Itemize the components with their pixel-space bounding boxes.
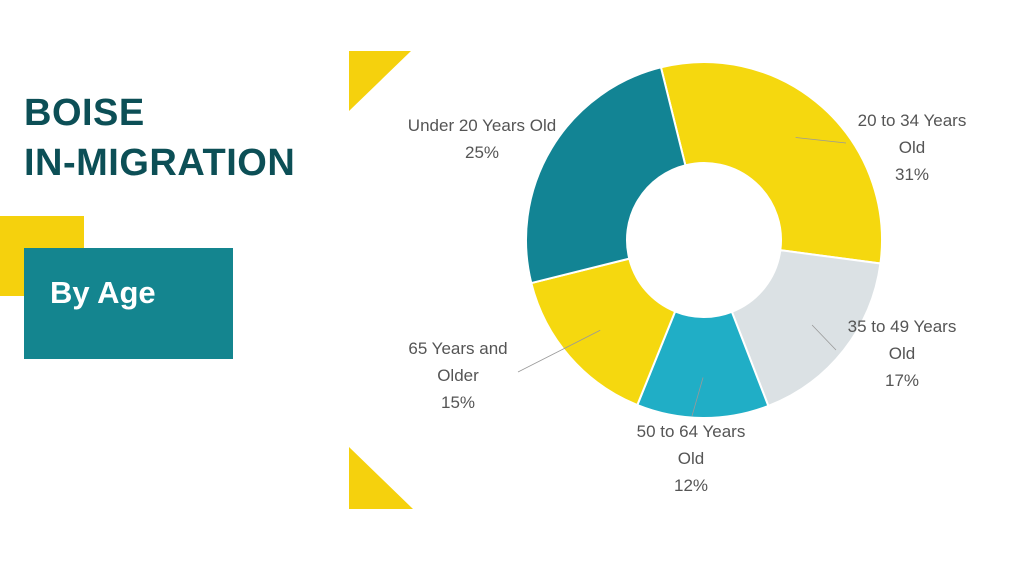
slice-label-line: 50 to 64 Years [637,422,746,441]
leader-line [795,137,847,144]
leader-line [691,377,704,417]
slice-percent: 31% [895,165,929,184]
slice-label-line: Older [437,366,479,385]
slice-label-line: Old [899,138,925,157]
slice-label: 50 to 64 Years Old 12% [637,422,746,495]
decorative-triangle-bottom [349,447,413,509]
donut-slice [659,61,883,265]
slice-label: 35 to 49 Years Old 17% [848,317,957,390]
page-title: BOISE IN-MIGRATION [24,88,295,188]
subtitle: By Age [50,275,156,310]
leader-line [517,329,601,373]
subtitle-box: By Age [24,248,233,359]
slice-label-line: 35 to 49 Years [848,317,957,336]
donut-slice [530,257,677,407]
slice-label-line: 20 to 34 Years [858,111,967,130]
donut-slice [525,66,687,285]
slice-label: 65 Years and Older 15% [408,339,507,412]
decorative-triangle-top [349,51,411,111]
title-line-1: BOISE [24,92,145,134]
slice-percent: 12% [674,476,708,495]
donut-slice [730,249,882,408]
leader-line [811,324,837,351]
slice-label: 20 to 34 Years Old 31% [858,111,967,184]
slice-percent: 17% [885,371,919,390]
slice-label-line: 65 Years and [408,339,507,358]
slice-percent: 15% [441,393,475,412]
title-line-2: IN-MIGRATION [24,142,296,184]
slice-label-line: Old [889,344,915,363]
slice-label-line: Old [678,449,704,468]
slice-percent: 25% [465,143,499,162]
slice-label-line: Under 20 Years Old [408,116,556,135]
donut-slice [636,310,770,419]
slice-label: Under 20 Years Old 25% [408,116,556,162]
